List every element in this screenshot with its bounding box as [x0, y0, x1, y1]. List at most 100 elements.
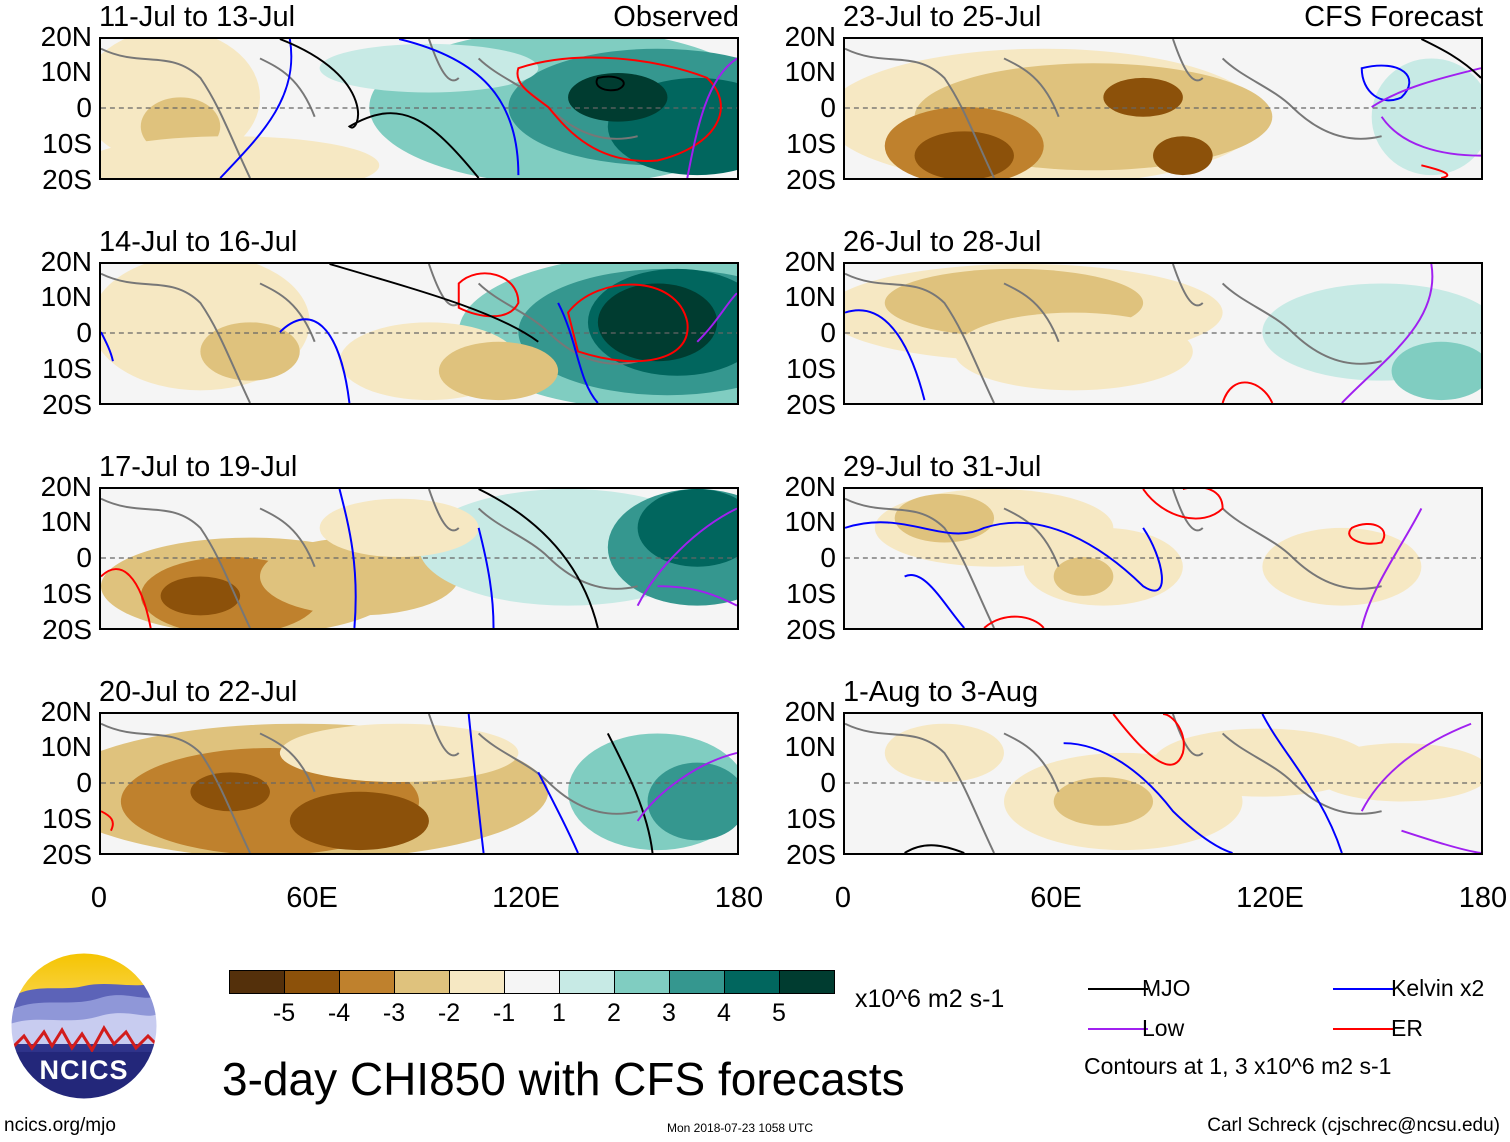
latitude-tick: 10N	[40, 281, 92, 312]
logo-text: NCICS	[39, 1055, 129, 1085]
panel-title: 14-Jul to 16-Jul	[99, 226, 298, 258]
longitude-tick: 60E	[286, 882, 338, 914]
wave-contour	[1360, 64, 1411, 102]
coastline	[845, 39, 1382, 178]
wave-contour	[904, 844, 965, 853]
latitude-tick: 20N	[784, 471, 836, 502]
latitude-tick: 20S	[786, 614, 836, 645]
latitude-tick: 20N	[784, 696, 836, 727]
anomaly-region	[190, 772, 270, 812]
latitude-tick: 10S	[42, 803, 92, 834]
map-panel	[843, 487, 1483, 630]
wave-contour	[557, 302, 599, 403]
anomaly-region	[1053, 557, 1114, 596]
anomaly-region	[637, 489, 737, 567]
anomaly-region	[1371, 58, 1481, 176]
latitude-tick: 10N	[784, 56, 836, 87]
wave-contour	[1360, 722, 1472, 812]
latitude-tick: 20N	[40, 21, 92, 52]
anomaly-region	[160, 576, 241, 616]
wave-contour	[219, 39, 293, 178]
latitude-tick: 20S	[42, 839, 92, 870]
latitude-tick: 10S	[786, 578, 836, 609]
panel-title: 23-Jul to 25-Jul	[843, 1, 1042, 33]
colorbar-swatch	[284, 970, 340, 994]
legend-label: Kelvin x2	[1391, 975, 1485, 1001]
anomaly-region	[1153, 136, 1213, 176]
wave-contour	[1348, 523, 1386, 545]
ncics-logo: NCICS	[10, 952, 158, 1100]
longitude-tick: 120E	[492, 882, 560, 914]
longitude-tick: 180	[714, 882, 764, 914]
latitude-tick: 10S	[42, 128, 92, 159]
coastline	[101, 264, 638, 403]
map-panel	[99, 262, 739, 405]
wave-contour	[595, 75, 625, 92]
colorbar-label: -4	[327, 999, 351, 1027]
panel-title: 1-Aug to 3-Aug	[843, 676, 1039, 708]
anomaly-region	[568, 73, 668, 122]
colorbar-label: 5	[772, 999, 786, 1027]
panel-source-tag: CFS Forecast	[1304, 1, 1483, 33]
wave-contour	[338, 489, 357, 628]
colorbar-swatch	[229, 970, 285, 994]
latitude-tick: 10S	[786, 128, 836, 159]
wave-contour	[478, 489, 599, 628]
latitude-tick: 0	[76, 767, 92, 798]
wave-contour	[845, 521, 1163, 592]
latitude-tick: 20S	[42, 164, 92, 195]
anomaly-region	[1312, 743, 1481, 802]
latitude-tick: 20S	[786, 389, 836, 420]
wave-contour	[101, 568, 152, 628]
colorbar-swatch	[449, 970, 505, 994]
longitude-tick: 60E	[1030, 882, 1082, 914]
wave-contour	[279, 318, 351, 403]
latitude-tick: 0	[820, 542, 836, 573]
wave-contour	[477, 527, 495, 628]
latitude-tick: 20S	[786, 839, 836, 870]
colorbar-swatch	[614, 970, 670, 994]
legend-label: Low	[1142, 1015, 1185, 1041]
coastline	[101, 489, 638, 628]
wave-contour	[983, 615, 1045, 628]
wave-contour	[1341, 264, 1434, 403]
wave-contour	[101, 810, 114, 832]
site-link[interactable]: ncics.org/mjo	[4, 1115, 116, 1136]
coastline	[845, 264, 1382, 403]
map-panel	[99, 487, 739, 630]
latitude-tick: 10S	[42, 578, 92, 609]
latitude-tick: 10N	[40, 506, 92, 537]
anomaly-region	[319, 43, 539, 93]
wave-contour	[1360, 508, 1423, 628]
latitude-tick: 20N	[784, 21, 836, 52]
latitude-tick: 20S	[42, 389, 92, 420]
latitude-tick: 20S	[786, 164, 836, 195]
map-panel	[99, 712, 739, 855]
legend-label: MJO	[1142, 975, 1191, 1001]
longitude-tick: 0	[834, 882, 852, 914]
anomaly-region	[647, 762, 737, 841]
colorbar-units: x10^6 m2 s-1	[855, 985, 1005, 1013]
colorbar-label: -1	[492, 999, 516, 1027]
map-panel	[843, 37, 1483, 180]
latitude-tick: 0	[76, 317, 92, 348]
wave-contour	[566, 283, 689, 363]
author-credit: Carl Schreck (cjschrec@ncsu.edu)	[1207, 1115, 1500, 1136]
latitude-tick: 20N	[40, 246, 92, 277]
anomaly-region	[1103, 77, 1183, 117]
colorbar-label: 4	[717, 999, 731, 1027]
longitude-tick: 0	[90, 882, 108, 914]
longitude-tick: 180	[1458, 882, 1508, 914]
anomaly-region	[1262, 527, 1422, 606]
wave-contour	[467, 714, 485, 853]
wave-contour	[636, 751, 737, 822]
latitude-tick: 10S	[42, 353, 92, 384]
longitude-tick: 120E	[1236, 882, 1304, 914]
anomaly-region	[597, 283, 718, 362]
latitude-tick: 10N	[784, 731, 836, 762]
wave-contour	[1371, 67, 1481, 108]
wave-contour	[1261, 714, 1343, 853]
anomaly-region	[200, 322, 300, 381]
contour-note: Contours at 1, 3 x10^6 m2 s-1	[1084, 1053, 1392, 1079]
colorbar-label: -5	[272, 999, 296, 1027]
